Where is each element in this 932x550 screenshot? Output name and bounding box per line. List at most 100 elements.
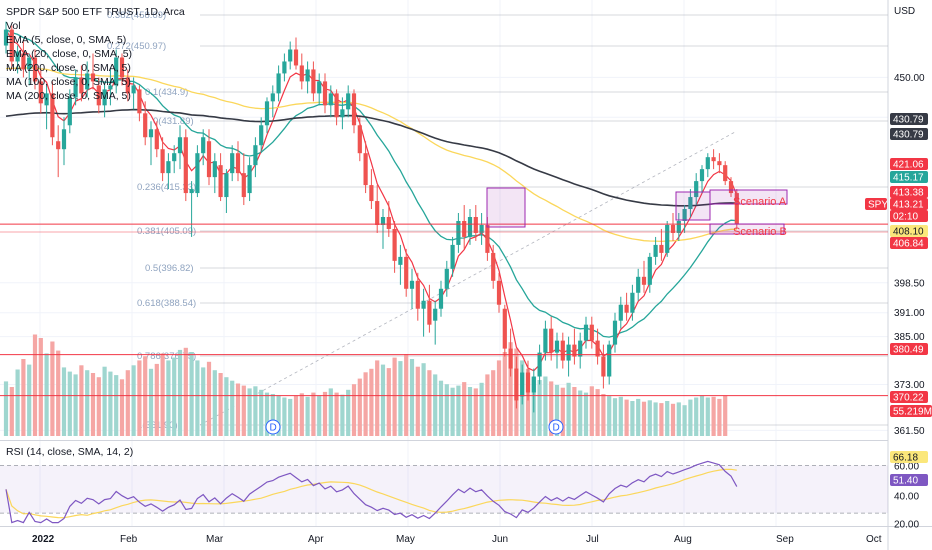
candle-body: [549, 328, 554, 353]
candle: [717, 153, 722, 174]
candle: [253, 137, 258, 178]
volume-bar: [502, 352, 507, 436]
volume-bar: [218, 373, 223, 436]
candle: [450, 236, 455, 277]
price-tag-label: 413.21: [893, 200, 924, 211]
volume-bar: [73, 374, 78, 436]
price-tag-label: 408.10: [893, 227, 924, 238]
rsi-ma-line: [5, 468, 737, 519]
volume-bar: [456, 385, 461, 436]
volume-bar: [334, 392, 339, 436]
volume-bar: [44, 353, 49, 436]
volume-bar: [322, 391, 328, 436]
candle: [665, 220, 670, 257]
candle: [334, 89, 339, 126]
candle-body: [9, 29, 14, 62]
volume-bar: [206, 361, 212, 436]
time-tick-label: Oct: [866, 534, 882, 545]
price-tag-label: 415.17: [893, 173, 924, 184]
volume-bar: [102, 366, 107, 436]
price-tag-bg: [890, 113, 928, 125]
candle-body: [630, 292, 635, 313]
volume-bar: [50, 341, 55, 436]
volume-bar: [485, 374, 490, 436]
candle: [531, 368, 536, 413]
candle-body: [108, 85, 113, 90]
volume-bar: [670, 403, 676, 436]
candle-body: [311, 69, 316, 94]
volume-bar: [90, 373, 96, 436]
candle: [276, 65, 281, 102]
candle-body: [456, 220, 461, 245]
volume-bar: [438, 380, 444, 436]
candle: [479, 213, 484, 245]
candle-body: [21, 53, 26, 70]
time-tick-label: Apr: [308, 534, 324, 545]
candle-body: [328, 93, 333, 106]
candle: [433, 300, 438, 345]
candle: [282, 53, 287, 82]
consolidation-box: [486, 187, 526, 228]
candle-body: [282, 61, 287, 74]
candle-body: [363, 153, 368, 186]
candle-body: [467, 217, 473, 237]
candle: [38, 69, 43, 114]
price-tag-label: 413.38: [893, 188, 924, 199]
volume-bar: [253, 386, 258, 436]
rsi-tick-label: 20.00: [894, 520, 919, 531]
volume-bar: [230, 380, 235, 436]
candle: [496, 272, 502, 313]
candle: [32, 49, 38, 90]
candle-body: [218, 165, 223, 198]
candle-body: [496, 280, 502, 305]
ma200-line: [5, 108, 737, 207]
volume-bar: [15, 369, 20, 436]
candle: [421, 288, 426, 337]
rsi-legend: RSI (14, close, SMA, 14, 2): [6, 446, 133, 458]
volume-bar: [21, 359, 26, 436]
volume-bar: [154, 363, 159, 436]
price-tag: 406.84: [890, 237, 928, 250]
price-tag: SPY: [865, 198, 888, 211]
candle-body: [119, 57, 125, 78]
volume-bar: [357, 378, 362, 436]
candle: [102, 81, 107, 118]
price-tag-bg: [890, 405, 932, 417]
candle-body: [183, 137, 188, 194]
price-tick-label: 373.00: [894, 380, 925, 391]
volume-bar: [630, 401, 635, 436]
candle-body: [143, 113, 148, 138]
candle: [386, 201, 391, 237]
candle: [491, 244, 496, 289]
candle-body: [44, 93, 49, 106]
candle-body: [392, 228, 397, 261]
volume-bar: [299, 393, 304, 436]
volume-bar: [293, 395, 299, 436]
candle-body: [462, 220, 467, 237]
candle: [270, 85, 275, 118]
price-tag-label: 406.84: [893, 239, 924, 250]
candle-body: [224, 173, 229, 198]
dividend-marker: [548, 419, 564, 435]
candle: [247, 157, 252, 202]
volume-bar: [137, 360, 142, 436]
candle: [177, 125, 183, 170]
candle: [647, 252, 652, 293]
candle: [375, 185, 380, 233]
dividend-label: D: [270, 423, 277, 434]
candle-body: [288, 49, 293, 62]
candle: [299, 53, 304, 90]
scenario-label: Scenario B: [733, 226, 787, 238]
candle-body: [641, 276, 647, 285]
candle-body: [195, 153, 200, 194]
candle: [380, 209, 386, 249]
volume-bar: [201, 367, 206, 436]
volume-bar: [328, 388, 333, 436]
price-tag-bg: [890, 128, 928, 140]
volume-bar: [264, 392, 270, 436]
volume-bar: [148, 368, 154, 436]
candle-body: [299, 65, 304, 82]
candle-body: [560, 340, 565, 361]
candle-body: [73, 77, 78, 98]
